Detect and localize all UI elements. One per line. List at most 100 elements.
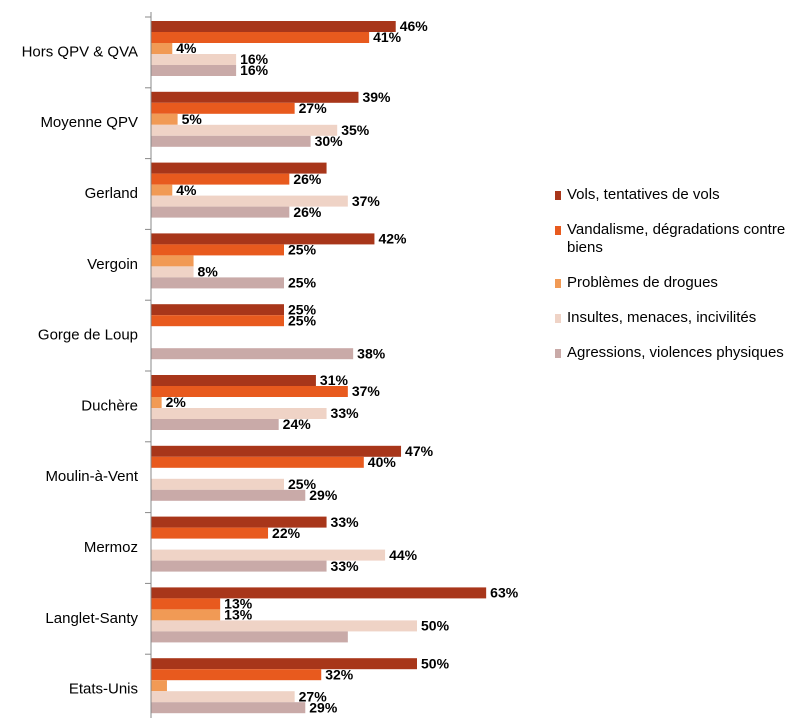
bar: [151, 348, 354, 360]
bar: [151, 113, 178, 125]
bar: [151, 609, 221, 621]
value-label: 37%: [352, 383, 381, 399]
legend-label: Problèmes de drogues: [567, 274, 718, 291]
value-label: 33%: [331, 558, 360, 574]
category-label: Mermoz: [84, 539, 138, 556]
value-label: 26%: [293, 171, 322, 187]
value-label: 63%: [490, 585, 519, 601]
bar: [151, 549, 386, 561]
bar: [151, 386, 348, 397]
bar: [151, 266, 194, 278]
value-label: 41%: [373, 29, 402, 45]
bar: [151, 65, 237, 76]
value-label: 13%: [224, 607, 253, 623]
bar: [151, 631, 348, 643]
value-label: 24%: [283, 416, 312, 432]
bar: [151, 598, 221, 610]
legend-item: Agressions, violences physiques: [555, 344, 805, 362]
bar: [151, 21, 396, 32]
bar: [151, 419, 279, 430]
category-label: Gorge de Loup: [38, 327, 138, 344]
legend-swatch: [555, 279, 561, 288]
value-label: 16%: [240, 51, 269, 67]
bar: [151, 397, 162, 408]
bar: [151, 277, 284, 289]
value-label: 50%: [421, 655, 450, 671]
value-label: 4%: [176, 182, 197, 198]
legend-label: Vols, tentatives de vols: [567, 186, 720, 203]
value-label: 46%: [400, 18, 429, 34]
bar: [151, 587, 487, 599]
category-label: Moyenne QPV: [40, 114, 138, 131]
value-label: 44%: [389, 547, 418, 563]
category-label: Vergoin: [87, 256, 138, 273]
value-label: 31%: [320, 372, 349, 388]
bar: [151, 233, 375, 245]
bar: [151, 702, 306, 714]
legend-label: Vandalisme, dégradations contre biens: [567, 221, 786, 256]
bar: [151, 375, 316, 386]
bar: [151, 658, 417, 670]
value-label: 22%: [272, 525, 301, 541]
value-label: 2%: [166, 394, 187, 410]
value-label: 42%: [378, 231, 407, 247]
value-label: 39%: [362, 89, 391, 105]
category-label: Duchère: [81, 397, 138, 414]
bar: [151, 304, 284, 316]
value-label: 16%: [240, 62, 269, 78]
value-label: 5%: [182, 111, 203, 127]
value-label: 25%: [288, 476, 317, 492]
bar: [151, 445, 402, 457]
value-label: 33%: [331, 514, 360, 530]
legend-item: Insultes, menaces, incivilités: [555, 309, 805, 327]
bar: [151, 54, 237, 65]
legend-swatch: [555, 349, 561, 358]
value-label: 25%: [288, 242, 317, 258]
bar: [151, 560, 327, 572]
bar: [151, 173, 290, 185]
legend-label: Agressions, violences physiques: [567, 344, 784, 361]
bar: [151, 408, 327, 419]
legend-swatch: [555, 314, 561, 323]
value-label: 27%: [299, 688, 328, 704]
category-label: Langlet-Santy: [45, 610, 138, 627]
value-label: 25%: [288, 312, 317, 328]
value-label: 33%: [331, 405, 360, 421]
bar: [151, 680, 167, 692]
bar: [151, 489, 306, 501]
legend-item: Problèmes de drogues: [555, 274, 805, 292]
bar: [151, 135, 311, 147]
bar: [151, 91, 359, 103]
bar: [151, 32, 370, 43]
category-label: Moulin-à-Vent: [45, 468, 138, 485]
value-label: 38%: [357, 345, 386, 361]
bar: [151, 102, 295, 114]
value-label: 26%: [293, 204, 322, 220]
bar: [151, 206, 290, 218]
value-label: 32%: [325, 666, 354, 682]
bar: [151, 478, 284, 490]
bar: [151, 691, 295, 703]
value-label: 25%: [288, 301, 317, 317]
value-label: 47%: [405, 443, 434, 459]
category-label: Etats-Unis: [69, 681, 138, 698]
bar: [151, 527, 269, 539]
value-label: 30%: [315, 133, 344, 149]
bar: [151, 516, 327, 528]
legend: Vols, tentatives de vols Vandalisme, dégr…: [555, 186, 805, 379]
bar: [151, 184, 173, 196]
bar: [151, 124, 338, 136]
bar: [151, 162, 327, 174]
legend-swatch: [555, 226, 561, 235]
category-label: Gerland: [85, 185, 138, 202]
value-label: 50%: [421, 618, 450, 634]
value-label: 37%: [352, 193, 381, 209]
bar: [151, 255, 194, 267]
legend-item: Vandalisme, dégradations contre biens: [555, 221, 805, 257]
value-label: 35%: [341, 122, 370, 138]
value-label: 40%: [368, 454, 397, 470]
legend-swatch: [555, 191, 561, 200]
value-label: 13%: [224, 596, 253, 612]
value-label: 8%: [198, 264, 219, 280]
